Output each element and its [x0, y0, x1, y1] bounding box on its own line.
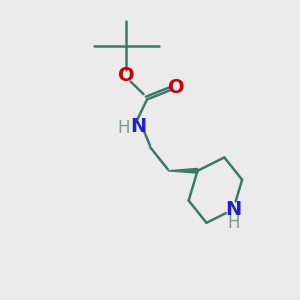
Text: O: O — [118, 66, 134, 85]
Text: N: N — [225, 200, 241, 219]
Text: H: H — [227, 214, 239, 232]
Polygon shape — [168, 168, 198, 173]
Text: N: N — [130, 117, 146, 136]
Text: H: H — [118, 119, 130, 137]
Text: O: O — [168, 78, 185, 97]
